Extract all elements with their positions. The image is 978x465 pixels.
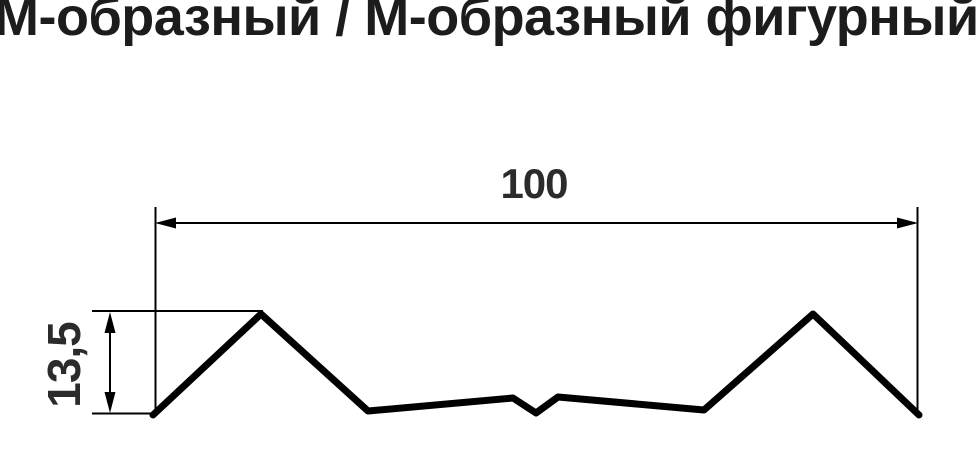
arrow-down-icon [104, 392, 116, 413]
arrow-right-icon [897, 217, 918, 229]
width-dimension-value: 100 [500, 160, 568, 207]
height-dimension-value: 13,5 [38, 322, 90, 408]
page-title: М-образный / М-образный фигурный [0, 0, 978, 47]
arrow-up-icon [104, 312, 116, 333]
profile-outline [149, 310, 923, 419]
profile-drawing [92, 207, 923, 419]
arrow-left-icon [155, 217, 176, 229]
